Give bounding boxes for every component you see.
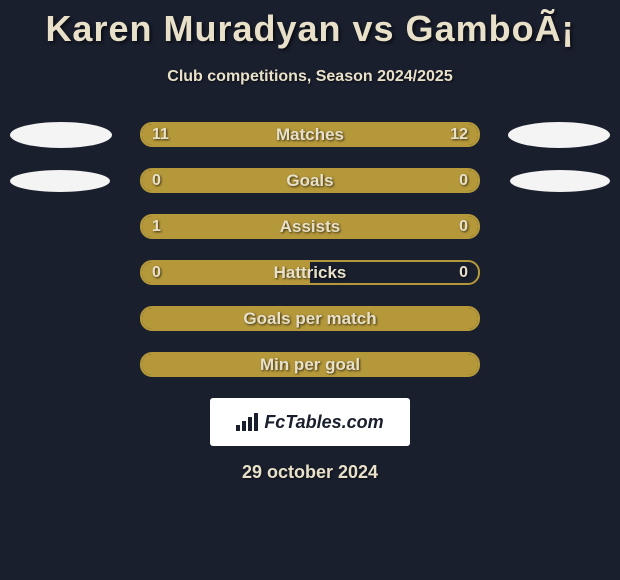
stat-value-right: 12 — [450, 124, 468, 145]
page-subtitle: Club competitions, Season 2024/2025 — [0, 68, 620, 86]
stat-rows-container: 1112Matches00Goals10Assists00HattricksGo… — [0, 122, 620, 377]
page-title: Karen Muradyan vs GamboÃ¡ — [0, 0, 620, 50]
stat-row: Min per goal — [0, 352, 620, 377]
stat-value-right: 0 — [459, 216, 468, 237]
stat-row: 10Assists — [0, 214, 620, 239]
footer-date: 29 october 2024 — [0, 462, 620, 483]
stat-value-right: 0 — [459, 170, 468, 191]
fctables-logo: FcTables.com — [210, 398, 410, 446]
stat-bar-fill-left — [142, 170, 478, 191]
stat-row: 00Goals — [0, 168, 620, 193]
stat-value-left: 11 — [152, 124, 169, 145]
stat-row: Goals per match — [0, 306, 620, 331]
stat-bar: Goals per match — [140, 306, 480, 331]
logo-text: FcTables.com — [264, 412, 383, 433]
stat-value-left: 1 — [152, 216, 161, 237]
stat-value-left: 0 — [152, 170, 161, 191]
bar-chart-icon — [236, 413, 258, 431]
player-left-placeholder — [10, 122, 112, 148]
stat-bar: 00Goals — [140, 168, 480, 193]
stat-bar: Min per goal — [140, 352, 480, 377]
stat-bar-fill-left — [142, 216, 404, 237]
player-left-placeholder — [10, 170, 110, 192]
stat-bar: 00Hattricks — [140, 260, 480, 285]
stat-row: 1112Matches — [0, 122, 620, 147]
stat-bar: 10Assists — [140, 214, 480, 239]
stat-bar: 1112Matches — [140, 122, 480, 147]
stat-row: 00Hattricks — [0, 260, 620, 285]
stat-bar-fill-left — [142, 124, 478, 145]
player-right-placeholder — [508, 122, 610, 148]
stat-value-left: 0 — [152, 262, 161, 283]
stat-bar-fill-left — [142, 262, 310, 283]
stat-bar-fill-left — [142, 308, 478, 329]
player-right-placeholder — [510, 170, 610, 192]
stat-bar-fill-left — [142, 354, 478, 375]
stat-value-right: 0 — [459, 262, 468, 283]
